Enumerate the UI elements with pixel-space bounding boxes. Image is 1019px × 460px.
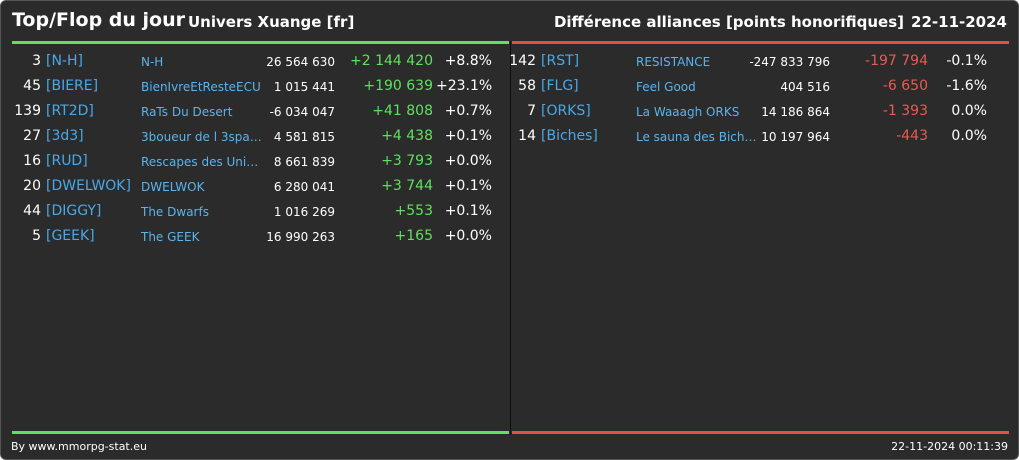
page-title: Top/Flop du jour	[12, 9, 185, 31]
percent-cell: +0.1%	[444, 128, 492, 144]
percent-cell: +0.1%	[444, 178, 492, 194]
rank-cell: 7	[527, 103, 536, 119]
rank-cell: 58	[518, 78, 536, 94]
points-cell: 26 564 630	[266, 55, 335, 69]
points-cell: -6 034 047	[269, 105, 335, 119]
points-cell: 8 661 839	[273, 155, 335, 169]
rank-cell: 5	[32, 228, 41, 244]
header: Top/Flop du jour Univers Xuange [fr] Dif…	[1, 1, 1018, 41]
alliance-tag[interactable]: [RUD]	[46, 153, 88, 169]
alliance-tag[interactable]: [DIGGY]	[46, 203, 102, 219]
difference-cell: +4 438	[381, 128, 433, 144]
difference-cell: +553	[394, 203, 433, 219]
difference-cell: +2 144 420	[350, 53, 433, 69]
points-cell: 1 016 269	[273, 205, 335, 219]
table-row: 5 [GEEK] The GEEK 16 990 263 +165 +0.0%	[3, 224, 503, 249]
universe-label: Univers Xuange [fr]	[188, 13, 355, 31]
table-row: 45 [BIERE] BienIvreEtResteECU 1 015 441 +190…	[3, 74, 503, 99]
alliance-tag[interactable]: [N-H]	[46, 53, 83, 69]
percent-cell: +0.0%	[444, 153, 492, 169]
difference-cell: +3 744	[381, 178, 433, 194]
rank-cell: 16	[23, 153, 41, 169]
points-cell: -247 833 796	[749, 55, 830, 69]
percent-cell: 0.0%	[951, 128, 987, 144]
difference-cell: +41 808	[372, 103, 433, 119]
rank-cell: 3	[32, 53, 41, 69]
points-cell: 6 280 041	[273, 180, 335, 194]
flop-section-bar	[512, 41, 1009, 44]
table-row: 27 [3d3] 3boueur de l 3space 4 581 815 +4 43…	[3, 124, 503, 149]
table-row: 14 [Biches] Le sauna des Biches 10 197 964-…	[498, 124, 998, 149]
flop-footer-bar	[512, 431, 1009, 434]
points-cell: 16 990 263	[266, 230, 335, 244]
alliance-tag[interactable]: [3d3]	[46, 128, 84, 144]
rank-cell: 20	[23, 178, 41, 194]
top-section-bar	[12, 41, 509, 44]
difference-cell: +3 793	[381, 153, 433, 169]
points-cell: 14 186 864	[761, 105, 830, 119]
top-footer-bar	[12, 431, 509, 434]
difference-cell: +190 639	[363, 78, 433, 94]
percent-cell: -0.1%	[946, 53, 987, 69]
generated-timestamp: 22-11-2024 00:11:39	[891, 440, 1008, 453]
rank-cell: 139	[14, 103, 41, 119]
alliance-tag[interactable]: [FLG]	[541, 78, 579, 94]
alliance-tag[interactable]: [Biches]	[541, 128, 598, 144]
table-row: 44 [DIGGY] The Dwarfs 1 016 269 +553 +0.1%	[3, 199, 503, 224]
difference-cell: -1 393	[882, 103, 928, 119]
rank-cell: 44	[23, 203, 41, 219]
alliance-tag[interactable]: [ORKS]	[541, 103, 591, 119]
table-row: 58 [FLG] Feel Good 404 516 -6 650 -1.6%	[498, 74, 998, 99]
column-divider	[510, 41, 511, 435]
table-row: 139 [RT2D] RaTs Du Desert -6 034 047 +41 808…	[3, 99, 503, 124]
percent-cell: -1.6%	[946, 78, 987, 94]
percent-cell: +8.8%	[444, 53, 492, 69]
points-cell: 10 197 964	[761, 130, 830, 144]
alliance-tag[interactable]: [BIERE]	[46, 78, 99, 94]
rank-cell: 45	[23, 78, 41, 94]
table-row: 16 [RUD] Rescapes des Univ... 8 661 839 +3 7…	[3, 149, 503, 174]
alliance-tag[interactable]: [DWELWOK]	[46, 178, 131, 194]
points-cell: 1 015 441	[273, 80, 335, 94]
table-row: 7 [ORKS] La Waaagh ORKS 14 186 864 -1 393 0.0…	[498, 99, 998, 124]
alliance-tag[interactable]: [RT2D]	[46, 103, 94, 119]
alliance-tag[interactable]: [RST]	[541, 53, 580, 69]
points-cell: 404 516	[780, 80, 830, 94]
percent-cell: +0.1%	[444, 203, 492, 219]
percent-cell: 0.0%	[951, 103, 987, 119]
points-cell: 4 581 815	[273, 130, 335, 144]
difference-cell: -6 650	[882, 78, 928, 94]
subject-label: Différence alliances [points honorifique…	[553, 13, 904, 31]
difference-cell: -443	[896, 128, 928, 144]
date-label: 22-11-2024	[911, 13, 1007, 31]
rank-cell: 27	[23, 128, 41, 144]
source-credit: By www.mmorpg-stat.eu	[11, 440, 147, 453]
percent-cell: +23.1%	[436, 78, 493, 94]
rank-cell: 14	[518, 128, 536, 144]
table-row: 142 [RST] RESISTANCE -247 833 796 -197 794 -0…	[498, 49, 998, 74]
table-row: 20 [DWELWOK] DWELWOK 6 280 041 +3 744 +0.1%	[3, 174, 503, 199]
difference-cell: -197 794	[865, 53, 928, 69]
percent-cell: +0.7%	[444, 103, 492, 119]
table-row: 3 [N-H] N-H 26 564 630 +2 144 420 +8.8%	[3, 49, 503, 74]
rank-cell: 142	[509, 53, 536, 69]
percent-cell: +0.0%	[444, 228, 492, 244]
alliance-tag[interactable]: [GEEK]	[46, 228, 95, 244]
difference-cell: +165	[394, 228, 433, 244]
